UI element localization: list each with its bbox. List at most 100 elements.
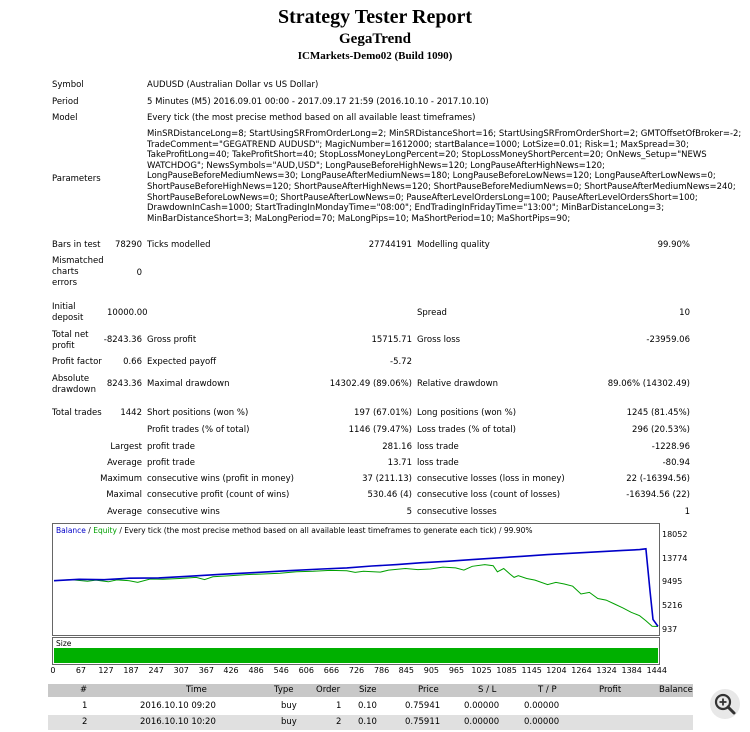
ticks-value: 27744191: [368, 240, 412, 250]
x-tick-label: 965: [448, 666, 465, 675]
x-tick-label: 1025: [471, 666, 492, 675]
col-type: Type: [274, 685, 294, 695]
x-tick-label: 1264: [571, 666, 592, 675]
average-loss-trade-value: -80.94: [662, 458, 690, 468]
col-order: Order: [316, 685, 341, 695]
max-consecutive-wins-value: 37 (211.13): [362, 474, 412, 484]
period-label: Period: [52, 97, 79, 107]
y-tick-label: 937: [662, 625, 678, 634]
equity-line: [53, 564, 659, 627]
gross-profit-label: Gross profit: [147, 335, 197, 345]
initial-deposit-label: Initial deposit: [52, 302, 84, 323]
average2-label: Average: [107, 507, 142, 517]
avg-consecutive-wins-label: consecutive wins: [147, 507, 220, 517]
max-consecutive-losses-value: 22 (-16394.56): [626, 474, 690, 484]
period-value: 5 Minutes (M5) 2016.09.01 00:00 - 2017.0…: [147, 97, 489, 107]
table-row: 2 2016.10.10 10:20 buy 2 0.10 0.75911 0.…: [48, 715, 693, 730]
model-label: Model: [52, 113, 78, 123]
equity-balance-plot: [53, 547, 659, 627]
model-value: Every tick (the most precise method base…: [147, 113, 476, 123]
x-tick-label: 67: [75, 666, 86, 675]
avg-consecutive-wins-value: 5: [406, 507, 412, 517]
parameters-label: Parameters: [52, 174, 101, 184]
trades-table-header: # Time Type Order Size Price S / L T / P…: [48, 684, 693, 697]
max-consecutive-wins-label: consecutive wins (profit in money): [147, 474, 294, 484]
absolute-drawdown-label: Absolute drawdown: [52, 374, 96, 395]
param-line: MinSRDistanceLong=8; StartUsingSRFromOrd…: [147, 129, 742, 139]
net-profit-label: Total net profit: [52, 330, 89, 351]
balance-line: [53, 547, 659, 627]
y-axis: 18052 13774 9495 5216 937: [662, 523, 702, 635]
y-tick-label: 5216: [662, 601, 683, 611]
x-tick-label: 307: [173, 666, 189, 675]
maximal-consecutive-profit-label: consecutive profit (count of wins): [147, 490, 290, 500]
profit-trades-label: Profit trades (% of total): [147, 425, 250, 435]
col-size: Size: [359, 685, 377, 695]
total-trades-value: 1442: [120, 408, 142, 418]
magnifier-zoom-icon: [714, 693, 736, 715]
y-tick-label: 13774: [662, 553, 688, 563]
y-tick-label: 9495: [662, 577, 683, 587]
parameters-value: MinSRDistanceLong=8; StartUsingSRFromOrd…: [147, 129, 741, 224]
size-chart: Size: [52, 637, 660, 665]
quality-label: Modelling quality: [417, 240, 490, 250]
x-tick-label: 127: [98, 666, 114, 675]
loss-trades-value: 296 (20.53%): [632, 425, 690, 435]
expert-name: GegaTrend: [339, 31, 411, 47]
short-positions-value: 197 (67.01%): [354, 408, 412, 418]
col-price: Price: [418, 685, 439, 695]
server-info: ICMarkets-Demo02 (Build 1090): [297, 50, 453, 62]
legend-equity: Equity: [93, 526, 117, 535]
quality-value: 99.90%: [657, 240, 690, 250]
col-time: Time: [186, 685, 207, 695]
x-tick-label: 1384: [621, 666, 642, 675]
param-line: ShortPauseBeforeLowNews=0; ShortPauseAft…: [147, 192, 698, 203]
zoom-button[interactable]: [710, 689, 740, 719]
largest-loss-trade-label: loss trade: [417, 442, 459, 452]
param-line: TradeComment="GEGATREND AUDUSD"; MagicNu…: [147, 139, 689, 150]
avg-consecutive-losses-value: 1: [684, 507, 690, 517]
average-profit-trade-value: 13.71: [387, 458, 412, 468]
report-title: Strategy Tester Report: [277, 6, 473, 28]
profit-factor-value: 0.66: [123, 357, 142, 367]
largest-loss-trade-value: -1228.96: [651, 442, 690, 452]
long-positions-label: Long positions (won %): [417, 408, 517, 418]
x-axis: 0 67 127 187 247 307 367 426 486 546 606 666 726 786 8…: [50, 666, 672, 678]
x-tick-label: 606: [298, 666, 314, 675]
spread-value: 10: [679, 308, 690, 318]
col-profit: Profit: [599, 685, 622, 695]
largest-profit-trade-label: profit trade: [147, 442, 195, 452]
expected-payoff-value: -5.72: [390, 357, 412, 367]
size-label: Size: [56, 639, 72, 648]
x-tick-label: 187: [123, 666, 139, 675]
average-profit-trade-label: profit trade: [147, 458, 195, 468]
bars-value: 78290: [114, 240, 142, 250]
absolute-drawdown-value: 8243.36: [106, 379, 142, 389]
total-trades-label: Total trades: [52, 408, 102, 418]
maximal-drawdown-value: 14302.49 (89.06%): [329, 379, 412, 389]
max-consecutive-losses-label: consecutive losses (loss in money): [417, 474, 565, 484]
short-positions-label: Short positions (won %): [147, 408, 249, 418]
gross-loss-label: Gross loss: [417, 335, 461, 345]
x-tick-label: 426: [223, 666, 239, 675]
x-tick-label: 1145: [521, 666, 542, 675]
relative-drawdown-value: 89.06% (14302.49): [607, 379, 690, 389]
col-balance: Balance: [659, 685, 693, 695]
param-line: MinBarDistanceShort=3; MaLongPeriod=70; …: [147, 213, 571, 224]
largest-label: Largest: [110, 442, 142, 452]
gross-profit-value: 15715.71: [371, 335, 412, 345]
col-tp: T / P: [538, 685, 557, 695]
relative-drawdown-label: Relative drawdown: [417, 379, 498, 389]
x-tick-label: 1204: [546, 666, 567, 675]
symbol-value: AUDUSD (Australian Dollar vs US Dollar): [147, 80, 319, 90]
x-tick-label: 0: [50, 666, 56, 675]
balance-chart: Balance / Equity / Every tick (the most …: [52, 523, 660, 636]
x-tick-label: 546: [273, 666, 289, 675]
col-sl: S / L: [478, 685, 497, 695]
average-loss-trade-label: loss trade: [417, 458, 459, 468]
largest-profit-trade-value: 281.16: [382, 442, 412, 452]
long-positions-value: 1245 (81.45%): [626, 408, 690, 418]
maximum-label: Maximum: [100, 474, 142, 484]
avg-consecutive-losses-label: consecutive losses: [417, 507, 497, 517]
col-num: #: [80, 685, 88, 695]
